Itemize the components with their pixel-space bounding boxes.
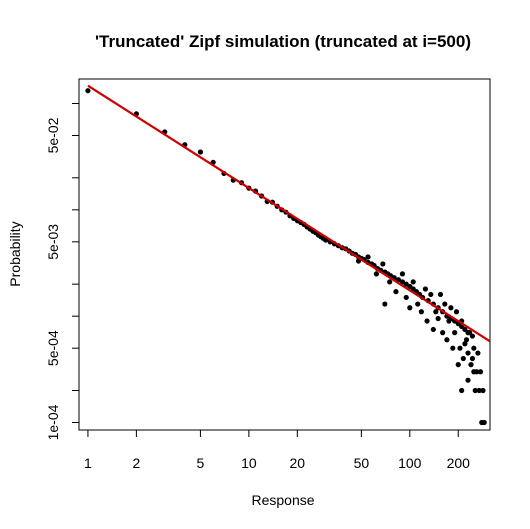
data-point [373,271,379,277]
data-point [387,279,393,285]
x-axis-label: Response [251,492,314,508]
y-tick-label: 5e-04 [45,330,61,366]
chart-title: 'Truncated' Zipf simulation (truncated a… [95,32,471,51]
data-point [477,369,484,375]
data-point [448,305,454,311]
data-point [440,330,446,336]
data-point [472,387,478,394]
data-point [403,294,409,301]
data-point [462,326,468,333]
data-point [393,289,399,295]
scatter-points [85,88,487,426]
fit-line [87,84,491,343]
data-point [418,309,424,315]
data-point [471,345,477,351]
data-point [465,350,471,356]
y-tick-label: 5e-02 [45,117,61,153]
x-tick-label: 10 [241,455,257,471]
y-axis: 1e-04 5e-04 5e-03 5e-02 [45,103,80,440]
data-point [480,387,486,394]
data-point [446,318,452,324]
data-point [415,301,421,307]
data-point [455,362,461,368]
data-point [459,387,465,394]
data-point [399,271,406,277]
data-point [410,279,416,285]
data-point [453,309,460,315]
data-point [437,291,444,298]
x-tick-label: 100 [398,455,422,471]
data-point [435,315,441,322]
data-point [466,330,473,336]
data-point [469,355,476,362]
x-tick-label: 2 [132,455,140,471]
x-tick-label: 5 [197,455,205,471]
data-point [475,350,481,356]
data-point [469,333,476,339]
data-point [382,301,388,307]
y-axis-label: Probability [7,221,23,286]
x-tick-label: 200 [447,455,471,471]
x-axis: 1 2 5 10 20 50 100 200 [84,429,471,471]
data-point [460,355,466,362]
data-point [197,149,204,155]
data-point [462,341,468,347]
data-point [476,387,482,394]
y-tick-label: 5e-03 [45,224,61,260]
data-point [465,377,471,383]
data-point [399,279,406,285]
y-tick-label: 1e-04 [45,404,61,440]
data-point [457,345,463,351]
x-tick-label: 50 [354,455,370,471]
data-point [450,345,456,351]
data-point [424,318,430,324]
data-point [471,369,477,375]
data-point [463,337,470,343]
data-point [380,261,386,267]
x-tick-label: 1 [84,455,92,471]
data-point [407,305,413,311]
data-point [452,330,458,336]
data-point [442,301,448,307]
data-point [433,309,439,315]
data-point [444,337,450,343]
data-point [365,254,371,260]
data-point [468,362,474,368]
data-point [430,326,436,333]
data-point [85,88,91,94]
data-point [481,419,487,426]
fit-line-layer [87,84,491,343]
plot-box [78,78,491,431]
data-point [428,291,434,298]
data-point [422,286,429,292]
x-tick-label: 20 [290,455,306,471]
